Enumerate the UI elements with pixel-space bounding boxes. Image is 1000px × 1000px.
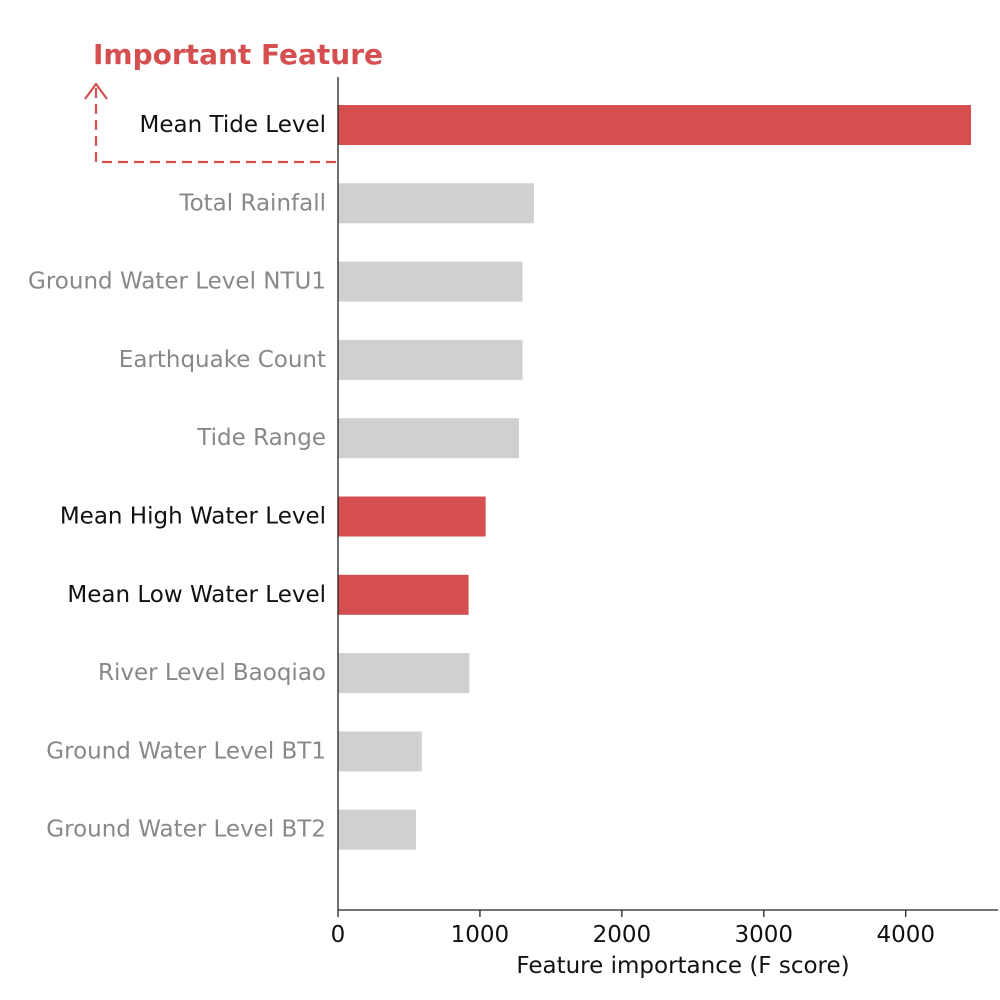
- category-label-mean-tide-level: Mean Tide Level: [140, 112, 326, 138]
- category-label-river-level-baoqiao: River Level Baoqiao: [98, 660, 326, 686]
- bar-ground-water-level-bt1: [338, 731, 422, 772]
- category-label-earthquake-count: Earthquake Count: [119, 347, 326, 373]
- bar-ground-water-level-bt2: [338, 809, 417, 850]
- category-label-total-rainfall: Total Rainfall: [178, 190, 326, 216]
- x-tick-label-3000: 3000: [735, 922, 794, 948]
- annotation-title: Important Feature: [93, 38, 383, 71]
- bar-ground-water-level-ntu1: [338, 261, 523, 302]
- annotation-dashed-arrow: [94, 86, 336, 164]
- bar-mean-high-water-level: [338, 496, 486, 537]
- x-axis-title: Feature importance (F score): [516, 953, 849, 979]
- category-label-mean-low-water-level: Mean Low Water Level: [67, 582, 326, 608]
- bars-layer: [338, 105, 972, 850]
- category-label-mean-high-water-level: Mean High Water Level: [60, 504, 326, 530]
- bar-mean-tide-level: [338, 105, 972, 145]
- category-label-ground-water-level-bt2: Ground Water Level BT2: [46, 817, 326, 843]
- axes: [337, 77, 998, 911]
- bar-tide-range: [338, 418, 519, 459]
- x-tick-label-4000: 4000: [876, 922, 935, 948]
- x-axis-ticks: 0 1000 2000 3000 4000: [331, 910, 935, 948]
- bar-mean-low-water-level: [338, 574, 469, 615]
- annotation-arrowhead: [84, 82, 108, 100]
- bar-total-rainfall: [338, 183, 534, 224]
- important-feature-annotation: Important Feature: [84, 38, 383, 164]
- category-labels: Mean Tide Level Total Rainfall Ground Wate…: [28, 112, 326, 843]
- category-label-tide-range: Tide Range: [196, 425, 326, 451]
- x-tick-label-0: 0: [331, 922, 346, 948]
- category-label-ground-water-level-ntu1: Ground Water Level NTU1: [28, 269, 326, 295]
- x-tick-label-1000: 1000: [451, 922, 510, 948]
- bar-river-level-baoqiao: [338, 653, 470, 694]
- x-tick-label-2000: 2000: [593, 922, 652, 948]
- bar-earthquake-count: [338, 339, 523, 380]
- category-label-ground-water-level-bt1: Ground Water Level BT1: [46, 738, 326, 764]
